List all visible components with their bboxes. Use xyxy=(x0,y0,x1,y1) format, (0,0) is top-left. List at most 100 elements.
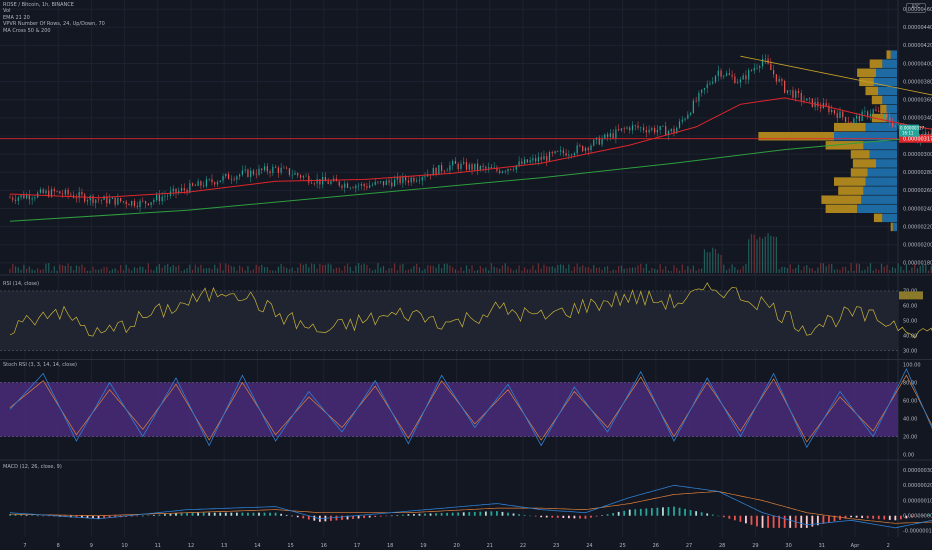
candle-body xyxy=(584,147,587,152)
volume-bar xyxy=(78,266,80,273)
time-tick-label: 8 xyxy=(57,543,60,549)
volume-bar xyxy=(200,264,202,273)
macd-histogram-bar xyxy=(269,512,271,516)
price-tick-label: 0.00000400 xyxy=(903,61,932,67)
indicator-ma-cross[interactable]: MA Cross 50 & 200 xyxy=(3,27,51,34)
volume-bar xyxy=(701,268,703,273)
volume-bar xyxy=(388,268,390,273)
rsi-title[interactable]: RSI (14, close) xyxy=(3,281,40,287)
currency-badge[interactable]: BTC xyxy=(906,3,926,13)
volume-bar xyxy=(817,267,819,273)
candle-body xyxy=(17,197,19,201)
macd-histogram-bar xyxy=(767,515,769,528)
candle-body xyxy=(418,180,421,181)
volume-bar xyxy=(263,267,266,273)
time-tick-label: 21 xyxy=(487,543,493,549)
volume-bar xyxy=(831,263,833,273)
volume-bar xyxy=(656,269,658,273)
volume-bar xyxy=(449,265,451,273)
price-tick-label: 0.00000200 xyxy=(903,243,932,249)
volume-bar xyxy=(770,235,772,273)
candle-body xyxy=(667,131,670,136)
symbol-title[interactable]: ROSE / Bitcoin, 1h, BINANCE xyxy=(3,2,74,8)
volume-bar xyxy=(510,268,512,273)
candle-body xyxy=(67,189,69,195)
macd-histogram-bar xyxy=(628,509,631,516)
candle-body xyxy=(75,197,77,199)
price-tick-label: 0.00000260 xyxy=(903,188,932,194)
candle-body xyxy=(551,152,553,154)
candle-body xyxy=(120,198,122,202)
candle-body xyxy=(745,75,747,80)
volume-bar xyxy=(684,269,686,273)
macd-title[interactable]: MACD (12, 26, close, 9) xyxy=(3,464,62,470)
volume-bar xyxy=(382,266,385,273)
candle-body xyxy=(548,152,551,161)
volume-bar xyxy=(869,263,872,273)
vpvr-down-bar xyxy=(882,95,897,105)
volume-bar xyxy=(227,264,230,273)
indicator-vpvr[interactable]: VPVR Number Of Rows, 24, Up/Down, 70 xyxy=(3,21,105,28)
candle-body xyxy=(382,181,385,186)
candle-body xyxy=(482,166,484,167)
volume-bar xyxy=(828,264,830,273)
current-price-label: 0.00000317 xyxy=(903,137,932,143)
time-tick-label: 20 xyxy=(453,543,459,549)
volume-bar xyxy=(441,268,443,273)
candle-body xyxy=(413,177,415,182)
macd-histogram-bar xyxy=(739,515,742,522)
volume-bar xyxy=(501,265,504,273)
volume-bar xyxy=(67,263,69,273)
macd-histogram-bar xyxy=(551,515,554,518)
macd-histogram-bar xyxy=(888,515,891,520)
candle-body xyxy=(443,171,445,172)
volume-bar xyxy=(230,266,232,273)
volume-bar xyxy=(537,263,540,273)
vpvr-down-bar xyxy=(876,159,897,168)
candle-body xyxy=(701,89,703,93)
macd-histogram-bar xyxy=(42,515,45,517)
macd-histogram-bar xyxy=(756,515,758,527)
volume-bar xyxy=(324,264,326,273)
volume-bar xyxy=(319,263,321,273)
candle-body xyxy=(39,189,42,193)
macd-histogram-bar xyxy=(645,508,648,516)
candle-body xyxy=(402,176,404,184)
volume-bar xyxy=(291,267,293,273)
volume-bar xyxy=(172,264,174,273)
stoch-title[interactable]: Stoch RSI (3, 3, 14, 14, close) xyxy=(3,362,77,368)
volume-bar xyxy=(344,265,346,273)
volume-bar xyxy=(878,270,880,273)
rsi-tick-label: 60.00 xyxy=(903,304,917,310)
candle-body xyxy=(844,117,847,122)
candle-body xyxy=(358,185,360,187)
macd-histogram-bar xyxy=(656,507,659,516)
candle-body xyxy=(571,154,573,156)
volume-bar xyxy=(922,264,924,273)
candle-body xyxy=(26,195,28,199)
volume-bar xyxy=(891,267,894,273)
volume-bar xyxy=(565,268,567,273)
volume-bar xyxy=(786,268,789,273)
macd-histogram-bar xyxy=(922,515,924,517)
macd-histogram-bar xyxy=(141,515,144,517)
volume-bar xyxy=(856,263,858,273)
candle-body xyxy=(869,114,872,117)
candle-body xyxy=(479,166,481,170)
macd-histogram-bar xyxy=(523,514,526,516)
macd-histogram-bar xyxy=(778,515,781,528)
macd-histogram-bar xyxy=(396,515,399,516)
indicator-volume[interactable]: Vol xyxy=(3,8,11,15)
volume-bar xyxy=(861,270,863,273)
volume-bar xyxy=(825,266,827,273)
volume-bar xyxy=(59,264,61,273)
indicator-ema[interactable]: EMA 21 20 xyxy=(3,14,30,21)
candle-body xyxy=(507,168,509,172)
candle-body xyxy=(305,175,307,177)
vpvr-up-bar xyxy=(873,213,883,223)
macd-histogram-bar xyxy=(501,511,504,516)
volume-bar xyxy=(717,253,719,273)
candle-body xyxy=(687,114,689,119)
candle-body xyxy=(759,66,761,68)
